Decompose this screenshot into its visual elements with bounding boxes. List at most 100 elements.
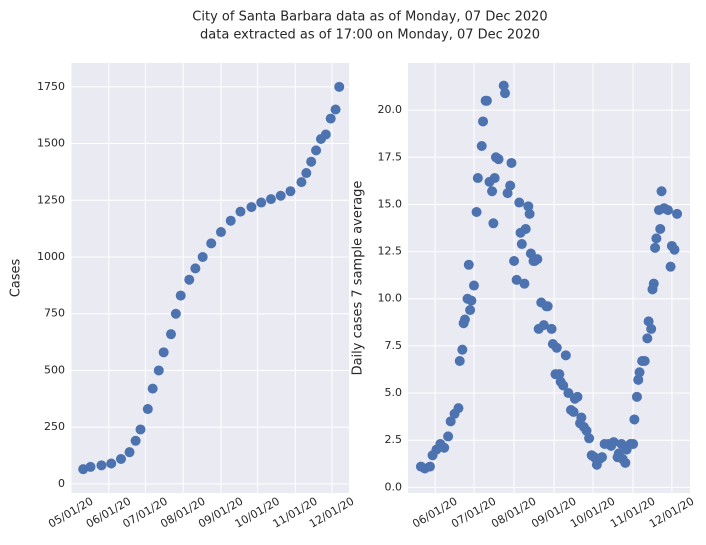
data-point xyxy=(487,186,498,197)
data-point xyxy=(643,316,654,327)
y-tick-label: 15.0 xyxy=(378,197,403,210)
data-point xyxy=(655,223,666,234)
data-point xyxy=(106,458,117,469)
data-point xyxy=(439,442,450,453)
y-tick-label: 12.5 xyxy=(378,245,403,258)
data-point xyxy=(459,314,470,325)
data-point xyxy=(650,242,661,253)
y-tick-label: 1250 xyxy=(37,193,65,206)
data-point xyxy=(215,227,226,238)
y-tick-label: 1750 xyxy=(37,80,65,93)
data-point xyxy=(170,308,181,319)
data-point xyxy=(631,391,642,402)
data-point xyxy=(158,347,169,358)
figure-title: City of Santa Barbara data as of Monday,… xyxy=(192,10,547,25)
data-point xyxy=(330,104,341,115)
data-point xyxy=(325,113,336,124)
data-point xyxy=(542,301,553,312)
y-tick-label: 20.0 xyxy=(378,103,403,116)
data-point xyxy=(454,355,465,366)
data-point xyxy=(478,116,489,127)
y-tick-label: 750 xyxy=(44,307,65,320)
data-point xyxy=(514,197,525,208)
data-point xyxy=(511,274,522,285)
data-point xyxy=(498,80,509,91)
data-point xyxy=(424,461,435,472)
data-point xyxy=(524,208,535,219)
data-point xyxy=(296,177,307,188)
data-point xyxy=(320,129,331,140)
data-point xyxy=(634,367,645,378)
data-point xyxy=(620,457,631,468)
data-point xyxy=(663,205,674,216)
y-tick-label: 17.5 xyxy=(378,150,403,163)
data-point xyxy=(581,425,592,436)
data-point xyxy=(651,233,662,244)
data-point xyxy=(190,263,201,274)
data-point xyxy=(554,369,565,380)
data-point xyxy=(576,412,587,423)
data-point xyxy=(246,202,257,213)
data-point xyxy=(493,154,504,165)
figure-subtitle: data extracted as of 17:00 on Monday, 07… xyxy=(200,28,540,43)
data-point xyxy=(153,365,164,376)
data-point xyxy=(463,259,474,270)
data-point xyxy=(275,190,286,201)
data-point xyxy=(165,329,176,340)
y-tick-label: 5.0 xyxy=(385,386,403,399)
data-point xyxy=(629,414,640,425)
y-axis-label: Cases xyxy=(9,258,24,297)
data-point xyxy=(669,244,680,255)
data-point xyxy=(532,254,543,265)
data-point xyxy=(560,350,571,361)
data-point xyxy=(471,206,482,217)
data-point xyxy=(175,290,186,301)
data-point xyxy=(481,95,492,106)
y-tick-label: 2.5 xyxy=(385,433,403,446)
data-point xyxy=(285,186,296,197)
data-point xyxy=(525,248,536,259)
y-tick-label: 1500 xyxy=(37,137,65,150)
data-point xyxy=(646,323,657,334)
data-point xyxy=(453,403,464,414)
data-point xyxy=(597,452,608,463)
plot-area xyxy=(408,63,690,493)
y-tick-label: 10.0 xyxy=(378,292,403,305)
data-point xyxy=(468,280,479,291)
y-axis-label: Daily cases 7 sample average xyxy=(351,181,366,376)
y-tick-label: 0.0 xyxy=(385,480,403,493)
y-tick-label: 250 xyxy=(44,420,65,433)
data-point xyxy=(115,453,126,464)
data-point xyxy=(538,320,549,331)
data-point xyxy=(306,156,317,167)
x-tick-label: 07/01/20 xyxy=(449,495,498,531)
data-point xyxy=(519,278,530,289)
data-point xyxy=(85,461,96,472)
data-point xyxy=(608,437,619,448)
data-point xyxy=(572,391,583,402)
data-point xyxy=(516,239,527,250)
data-point xyxy=(142,404,153,415)
data-point xyxy=(489,173,500,184)
data-point xyxy=(546,323,557,334)
data-point xyxy=(457,344,468,355)
data-point xyxy=(147,383,158,394)
y-tick-label: 0 xyxy=(58,477,65,490)
data-point xyxy=(558,380,569,391)
y-tick-label: 1000 xyxy=(37,250,65,263)
data-point xyxy=(633,374,644,385)
data-point xyxy=(639,355,650,366)
data-point xyxy=(206,238,217,249)
data-point xyxy=(197,252,208,263)
data-point xyxy=(488,218,499,229)
data-point xyxy=(500,88,511,99)
data-point xyxy=(642,333,653,344)
y-tick-label: 500 xyxy=(44,363,65,376)
data-point xyxy=(648,278,659,289)
plot-area xyxy=(71,63,349,493)
data-point xyxy=(135,424,146,435)
data-point xyxy=(509,256,520,267)
data-point xyxy=(672,208,683,219)
data-point xyxy=(505,180,516,191)
